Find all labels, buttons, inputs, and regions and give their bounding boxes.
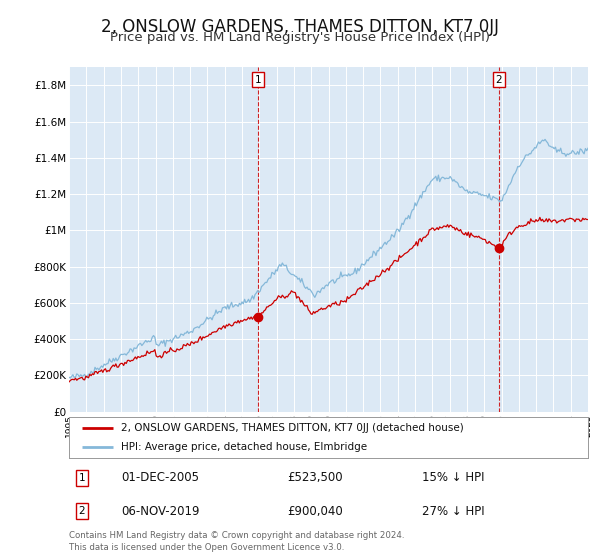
Text: £900,040: £900,040 — [287, 505, 343, 518]
Text: 27% ↓ HPI: 27% ↓ HPI — [422, 505, 485, 518]
Text: 2: 2 — [79, 506, 85, 516]
Text: 2, ONSLOW GARDENS, THAMES DITTON, KT7 0JJ: 2, ONSLOW GARDENS, THAMES DITTON, KT7 0J… — [101, 18, 499, 36]
Text: 2, ONSLOW GARDENS, THAMES DITTON, KT7 0JJ (detached house): 2, ONSLOW GARDENS, THAMES DITTON, KT7 0J… — [121, 423, 464, 433]
Text: 2: 2 — [496, 75, 502, 85]
Text: Price paid vs. HM Land Registry's House Price Index (HPI): Price paid vs. HM Land Registry's House … — [110, 31, 490, 44]
Text: 1: 1 — [254, 75, 261, 85]
Text: 06-NOV-2019: 06-NOV-2019 — [121, 505, 199, 518]
Text: 15% ↓ HPI: 15% ↓ HPI — [422, 471, 484, 484]
Text: HPI: Average price, detached house, Elmbridge: HPI: Average price, detached house, Elmb… — [121, 442, 367, 452]
Text: £523,500: £523,500 — [287, 471, 343, 484]
Text: 01-DEC-2005: 01-DEC-2005 — [121, 471, 199, 484]
Text: 1: 1 — [79, 473, 85, 483]
Text: Contains HM Land Registry data © Crown copyright and database right 2024.
This d: Contains HM Land Registry data © Crown c… — [69, 531, 404, 552]
